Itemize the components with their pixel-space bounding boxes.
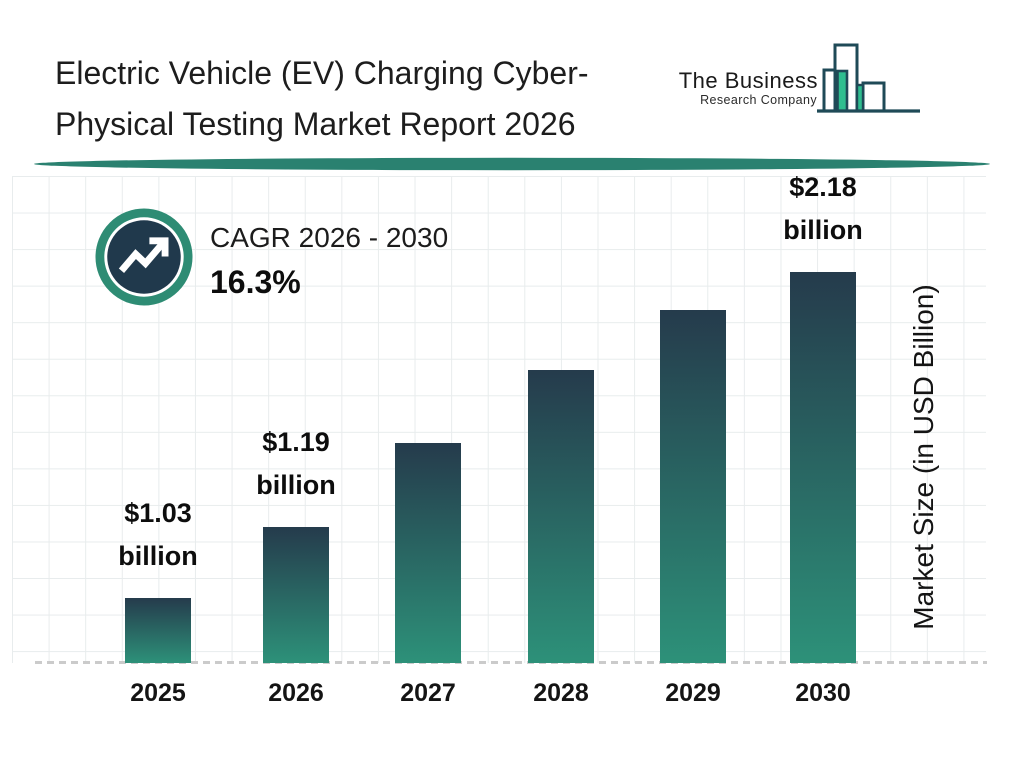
value-label-2026: $1.19 billion xyxy=(256,427,336,500)
x-axis-tick-2027: 2027 xyxy=(400,679,456,707)
bar-2029 xyxy=(660,310,726,663)
y-axis-label: Market Size (in USD Billion) xyxy=(908,284,939,630)
page-title-line1: Electric Vehicle (EV) Charging Cyber- xyxy=(55,55,589,91)
divider-swoosh xyxy=(34,157,990,171)
cagr-value: 16.3% xyxy=(210,264,301,300)
x-axis-baseline xyxy=(35,661,987,664)
value-label-2025: $1.03 billion xyxy=(118,498,198,571)
bar-2030 xyxy=(790,272,856,663)
cagr-badge xyxy=(95,208,193,306)
company-logo: The Business Research Company xyxy=(679,38,980,118)
page-title-line2: Physical Testing Market Report 2026 xyxy=(55,106,576,142)
x-axis-tick-2025: 2025 xyxy=(130,679,186,707)
bar-2025 xyxy=(125,598,191,663)
x-axis-tick-2026: 2026 xyxy=(268,679,324,707)
logo-bars-icon xyxy=(817,43,920,113)
bar-2028 xyxy=(528,370,594,663)
bar-2026 xyxy=(263,527,329,663)
bar-2027 xyxy=(395,443,461,663)
x-axis-tick-2028: 2028 xyxy=(533,679,589,707)
cagr-label: CAGR 2026 - 2030 xyxy=(210,222,449,253)
page-title: Electric Vehicle (EV) Charging Cyber- Ph… xyxy=(55,48,589,150)
trending-up-icon xyxy=(95,208,193,306)
x-axis-tick-2030: 2030 xyxy=(795,679,851,707)
logo-company-subname: Research Company xyxy=(700,93,817,107)
value-label-2030: $2.18 billion xyxy=(783,172,863,245)
logo-company-name: The Business xyxy=(678,68,818,93)
x-axis-tick-2029: 2029 xyxy=(665,679,721,707)
